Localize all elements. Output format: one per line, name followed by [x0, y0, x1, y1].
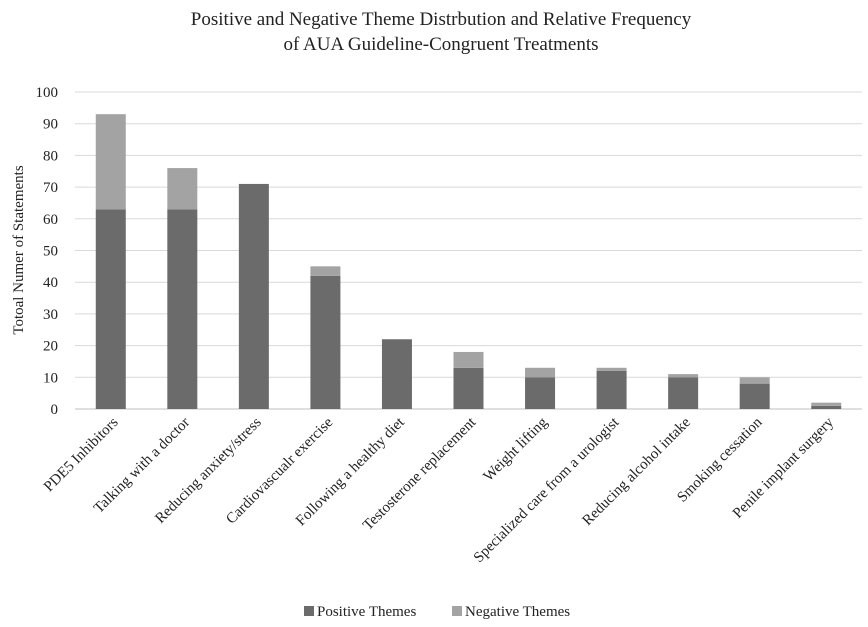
bar-negative-5	[453, 351, 484, 368]
bar-negative-6	[525, 367, 556, 378]
y-tick-label: 0	[51, 402, 59, 418]
legend-label-negative: Negative Themes	[465, 604, 570, 620]
bar-positive-9	[739, 383, 770, 409]
chart-title-line-1: Positive and Negative Theme Distrbution …	[191, 9, 692, 30]
y-tick-label: 60	[43, 212, 58, 228]
bar-positive-7	[596, 370, 627, 409]
bar-positive-6	[525, 377, 556, 409]
y-tick-label: 10	[43, 370, 58, 386]
x-category-label: PDE5 Inhibitors	[41, 414, 122, 495]
bar-positive-3	[310, 275, 341, 409]
bar-positive-8	[668, 377, 699, 409]
y-axis-title: Totoal Numer of Statements	[11, 165, 27, 334]
bar-negative-9	[739, 377, 770, 384]
bar-negative-1	[167, 168, 198, 210]
x-category-label: Weight lifting	[481, 414, 552, 485]
bar-negative-0	[95, 114, 126, 210]
bar-positive-0	[95, 209, 126, 409]
bar-positive-5	[453, 367, 484, 409]
y-axis-ticks: 0 10 20 30 40 50 60 70 80 90 100	[36, 85, 59, 418]
y-tick-label: 70	[43, 180, 58, 196]
bar-negative-10	[811, 402, 842, 406]
y-tick-label: 100	[36, 85, 59, 101]
y-tick-label: 20	[43, 339, 58, 355]
y-tick-label: 50	[43, 244, 58, 260]
bar-negative-3	[310, 266, 341, 276]
x-category-label: Specialized care from a urologist	[471, 414, 623, 566]
bar-positive-1	[167, 209, 198, 409]
bars	[95, 114, 842, 409]
bar-positive-10	[811, 405, 842, 409]
chart-title-line-2: of AUA Guideline-Congruent Treatments	[283, 34, 598, 55]
y-tick-label: 30	[43, 307, 58, 323]
legend-swatch-positive	[304, 606, 314, 616]
y-tick-label: 80	[43, 148, 58, 164]
y-tick-label: 40	[43, 275, 58, 291]
legend-swatch-negative	[452, 606, 462, 616]
bar-positive-2	[238, 183, 269, 409]
bar-negative-8	[668, 374, 699, 378]
bar-positive-4	[381, 339, 412, 409]
legend-label-positive: Positive Themes	[317, 604, 416, 620]
gridlines	[75, 91, 862, 410]
bar-negative-7	[596, 367, 627, 371]
legend: Positive Themes Negative Themes	[304, 604, 570, 620]
y-tick-label: 90	[43, 117, 58, 133]
